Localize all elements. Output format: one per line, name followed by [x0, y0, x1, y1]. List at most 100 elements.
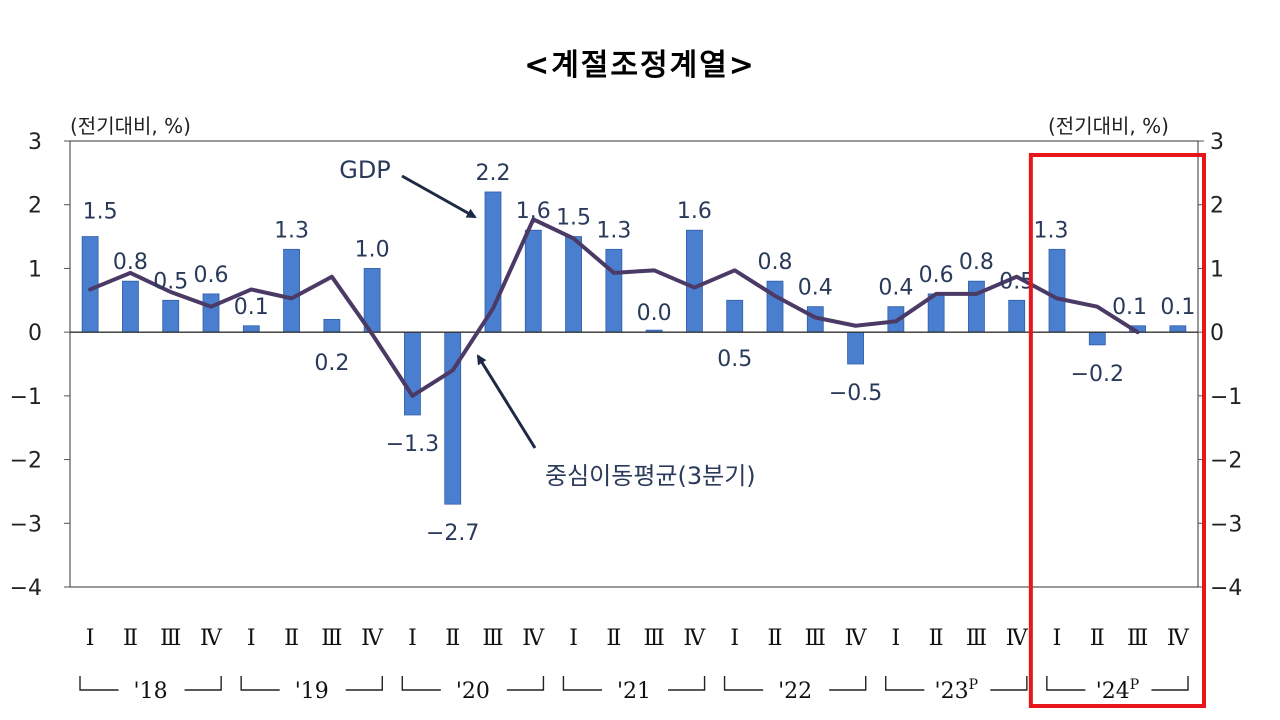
gdp-data-label: 0.0 [637, 301, 672, 326]
quarter-label: Ⅳ [845, 626, 868, 651]
quarter-label: Ⅱ [123, 626, 138, 651]
year-label: '20 [456, 679, 490, 704]
year-bracket-right [668, 676, 706, 691]
gdp-bar [404, 331, 421, 416]
gdp-bar [847, 331, 864, 365]
gdp-bar [968, 280, 985, 333]
gdp-bar [1008, 299, 1026, 333]
gdp-data-label: 0.1 [1112, 295, 1147, 320]
gdp-data-label: 0.8 [113, 250, 148, 275]
y-tick-label-left: 3 [28, 130, 42, 155]
gdp-data-label: 0.6 [194, 263, 229, 288]
year-label: '18 [134, 679, 168, 704]
gdp-data-label: 0.8 [758, 250, 793, 275]
quarter-label: Ⅳ [1167, 626, 1190, 651]
year-bracket-right [990, 676, 1028, 691]
gdp-bar [565, 236, 582, 333]
gdp-bar [1088, 331, 1106, 346]
y-tick-label-right: 0 [1210, 321, 1224, 346]
gdp-bar [524, 229, 542, 333]
highlight-box-2024 [1028, 153, 1207, 708]
y-tick-label-left: −3 [10, 512, 42, 537]
quarter-label: Ⅲ [644, 626, 665, 651]
quarter-label: Ⅲ [321, 626, 342, 651]
gdp-data-label: 0.1 [234, 295, 269, 320]
plot-frame [69, 140, 1199, 588]
gdp-bar [1048, 248, 1066, 333]
year-label: '21 [617, 679, 651, 704]
gdp-bar [726, 299, 744, 333]
gdp-data-label: 1.5 [83, 200, 118, 225]
quarter-label: Ⅲ [1127, 626, 1148, 651]
y-tick-label-left: −4 [10, 576, 42, 601]
gdp-data-label: 1.6 [516, 199, 551, 224]
quarter-label: Ⅰ [86, 626, 95, 651]
gdp-data-label: 1.0 [355, 237, 390, 262]
y-tick-label-left: 1 [28, 257, 42, 282]
quarter-label: Ⅳ [683, 626, 706, 651]
gdp-bar [283, 248, 300, 333]
quarter-label: Ⅲ [966, 626, 987, 651]
gdp-bar [766, 280, 784, 333]
quarter-label: Ⅳ [361, 626, 384, 651]
gdp-bar [686, 229, 703, 333]
gdp-data-label: 0.5 [717, 347, 752, 372]
gdp-data-label: −2.7 [426, 521, 479, 546]
gdp-data-label: 1.3 [1034, 218, 1069, 243]
gdp-data-label: −0.5 [829, 381, 882, 406]
quarter-label: Ⅲ [160, 626, 181, 651]
gdp-data-label: −0.2 [1071, 362, 1124, 387]
gdp-bar [323, 318, 341, 333]
gdp-data-label: 0.6 [919, 263, 954, 288]
moving-average-annotation-arrow [476, 354, 537, 449]
gdp-bar [444, 331, 462, 505]
y-tick-label-right: −3 [1210, 512, 1242, 537]
quarter-label: Ⅱ [284, 626, 299, 651]
quarter-label: Ⅱ [606, 626, 621, 651]
year-label: '19 [295, 679, 329, 704]
quarter-label: Ⅲ [482, 626, 503, 651]
gdp-annotation: GDP [339, 156, 391, 184]
year-bracket-left [885, 676, 925, 691]
gdp-data-label: 1.6 [677, 199, 712, 224]
gdp-data-label: 0.5 [153, 269, 188, 294]
gdp-data-label: 0.2 [314, 351, 349, 376]
y-tick-label-left: 0 [28, 321, 42, 346]
gdp-bar [122, 280, 139, 333]
year-bracket-left [562, 676, 602, 691]
quarter-label: Ⅱ [1090, 626, 1105, 651]
gdp-bar [605, 248, 623, 333]
y-tick-label-right: 3 [1210, 130, 1224, 155]
y-tick-label-left: −1 [10, 385, 42, 410]
year-bracket-right [345, 676, 383, 691]
y-tick-label-right: −1 [1210, 385, 1242, 410]
quarter-label: Ⅰ [408, 626, 417, 651]
year-label: '22 [778, 679, 812, 704]
year-bracket-left [401, 676, 441, 691]
quarter-label: Ⅰ [892, 626, 901, 651]
quarter-label: Ⅱ [768, 626, 783, 651]
year-bracket-right [1151, 676, 1189, 691]
gdp-data-label: 2.2 [476, 161, 511, 186]
year-bracket-left [240, 676, 280, 691]
gdp-bar [162, 299, 180, 333]
left-axis-unit: (전기대비, %) [70, 114, 191, 138]
gdp-data-label: 1.3 [596, 218, 631, 243]
y-tick-label-right: 2 [1210, 194, 1224, 219]
gdp-bar [81, 236, 99, 333]
gdp-data-label: 0.4 [878, 276, 913, 301]
quarter-label: Ⅳ [522, 626, 545, 651]
quarter-label: Ⅰ [247, 626, 256, 651]
gdp-bar [363, 268, 381, 333]
year-bracket-left [723, 676, 764, 691]
gdp-data-label: 0.8 [959, 250, 994, 275]
year-bracket-right [184, 676, 222, 691]
year-bracket-left [79, 676, 119, 691]
y-tick-label-right: 1 [1210, 257, 1224, 282]
year-bracket-right [506, 676, 545, 691]
gdp-data-label: 1.3 [274, 218, 309, 243]
gdp-bar [1169, 325, 1187, 333]
year-label: '24P [1096, 677, 1139, 704]
quarter-label: Ⅰ [730, 626, 739, 651]
